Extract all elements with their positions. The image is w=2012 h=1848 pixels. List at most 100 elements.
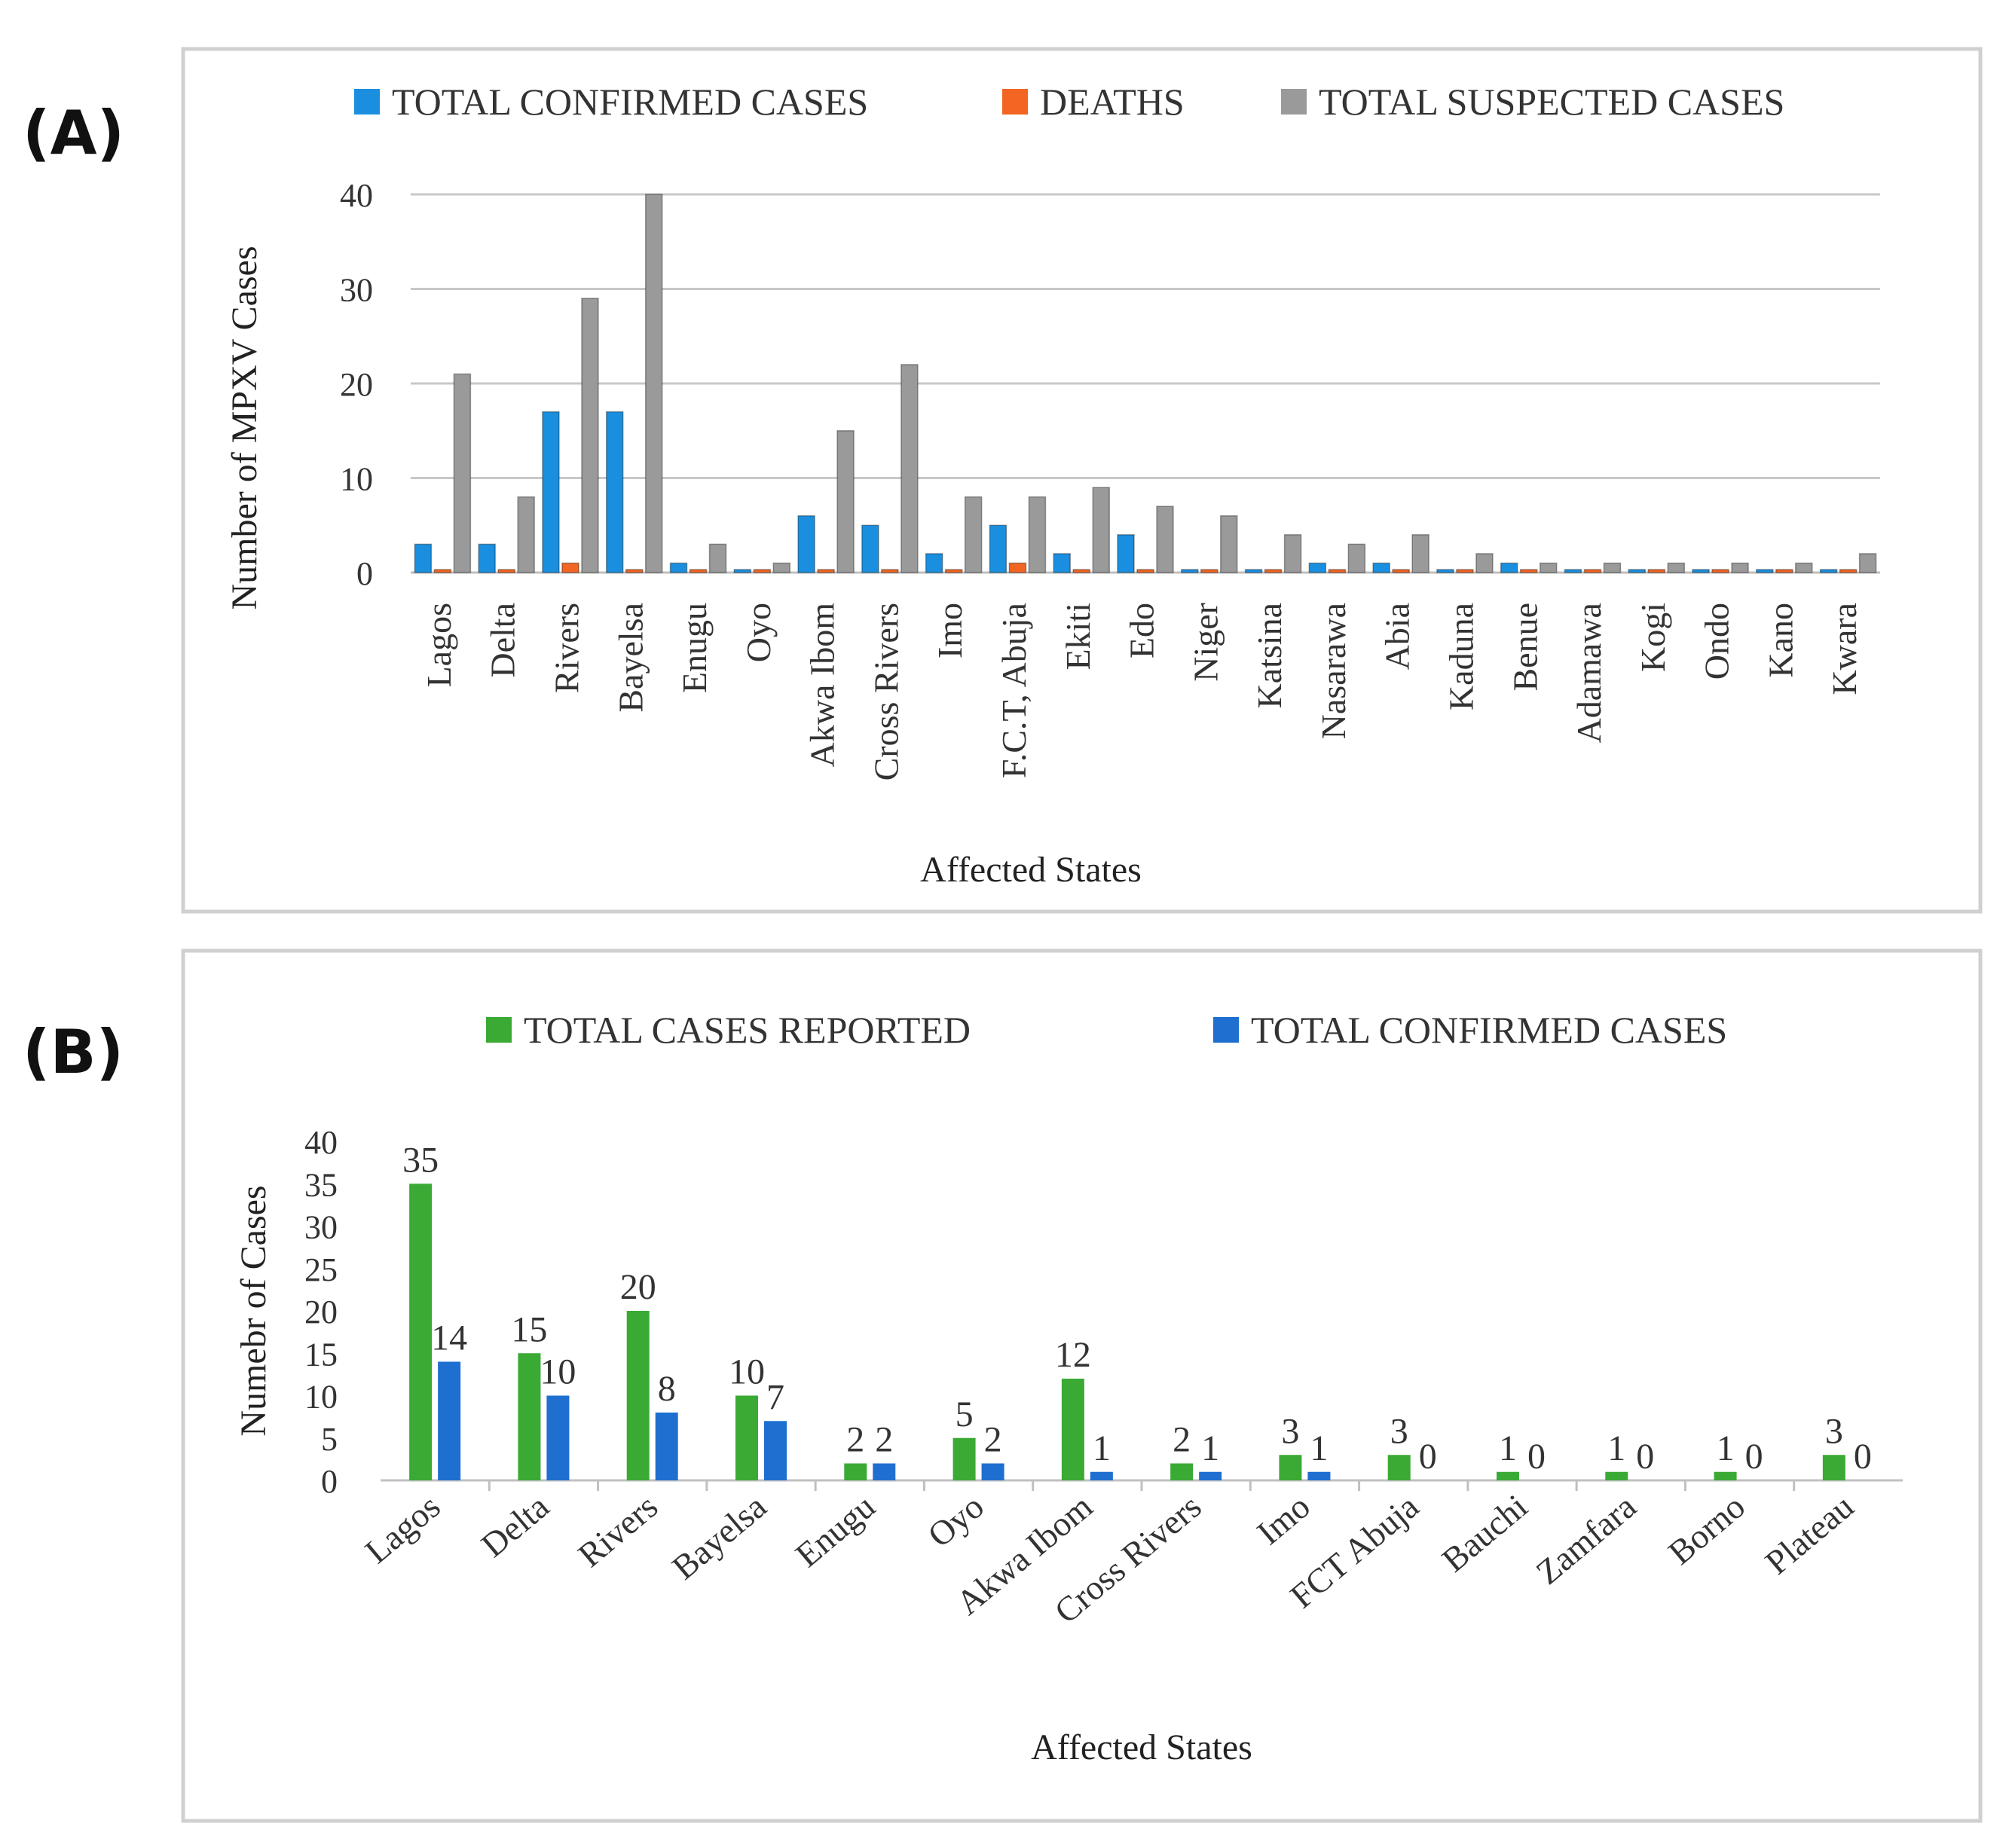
x-tick-a-18: Adamawa [1570,603,1608,743]
bar-b-0-3 [735,1395,758,1480]
data-label-b-0-7: 2 [1173,1420,1191,1460]
bar-a-1-15 [1392,569,1410,573]
legend-swatch-a-0 [354,89,380,115]
data-label-b-0-5: 5 [956,1394,974,1434]
data-label-b-1-9: 0 [1419,1437,1437,1477]
bar-a-0-9 [989,524,1008,573]
data-label-b-1-7: 1 [1201,1428,1219,1468]
x-tick-a-20: Ondo [1698,603,1736,680]
bar-b-1-2 [655,1413,678,1480]
data-label-b-1-5: 2 [984,1420,1002,1460]
x-tick-a-10: Ekiti [1059,603,1097,670]
bar-a-1-3 [625,569,644,573]
bar-a-2-12 [1220,515,1238,573]
bar-a-1-21 [1775,569,1793,573]
data-label-b-0-4: 2 [846,1420,864,1460]
bar-b-0-7 [1170,1463,1194,1480]
bar-b-0-2 [626,1311,650,1480]
x-tick-a-14: Nasarawa [1314,603,1353,739]
bar-a-2-9 [1028,496,1047,573]
bar-b-1-6 [1090,1471,1113,1480]
bar-a-1-13 [1264,569,1283,573]
bar-a-2-6 [836,430,855,573]
bar-b-1-0 [438,1361,461,1480]
data-label-b-1-2: 8 [658,1369,676,1409]
bar-a-2-11 [1156,506,1174,573]
bar-a-0-22 [1819,569,1838,573]
panel-a-frame [181,47,1983,914]
data-label-b-1-12: 0 [1745,1437,1763,1477]
legend-swatch-a-1 [1002,89,1028,115]
x-tick-a-19: Kogi [1634,603,1672,672]
x-tick-a-11: Edo [1123,603,1161,658]
bar-a-2-14 [1347,543,1366,573]
legend-label-a-0: TOTAL CONFIRMED CASES [392,81,868,123]
legend-label-a-1: DEATHS [1040,81,1185,123]
data-label-b-0-2: 20 [620,1267,656,1307]
data-label-b-0-1: 15 [511,1309,547,1349]
y-tick-a-1: 10 [340,461,373,498]
bar-a-2-1 [517,496,535,573]
data-label-b-0-0: 35 [402,1140,439,1180]
bar-a-1-7 [881,569,899,573]
x-tick-a-3: Bayelsa [611,603,650,713]
x-tick-a-22: Kwara [1825,603,1864,695]
bar-b-1-5 [981,1463,1004,1480]
bar-a-2-16 [1475,553,1494,573]
data-label-b-1-3: 7 [766,1377,784,1417]
bar-a-1-12 [1200,569,1219,573]
x-tick-a-0: Lagos [420,603,458,687]
y-tick-a-2: 20 [340,366,373,403]
x-tick-a-1: Delta [484,603,522,678]
bar-a-0-8 [925,553,943,573]
bar-b-0-1 [518,1353,541,1480]
bar-b-1-1 [546,1395,570,1480]
bar-a-2-18 [1603,562,1622,573]
x-tick-a-17: Benue [1506,603,1544,692]
bar-b-0-13 [1822,1455,1845,1480]
data-label-b-0-8: 3 [1281,1411,1299,1451]
bar-a-0-3 [605,411,624,573]
bar-b-0-11 [1605,1471,1628,1480]
bar-b-1-7 [1199,1471,1222,1480]
bar-a-1-14 [1328,569,1347,573]
bar-a-1-22 [1839,569,1858,573]
bar-a-2-22 [1858,553,1877,573]
legend-swatch-a-2 [1281,89,1307,115]
y-tick-a-3: 30 [340,272,373,309]
data-label-b-1-6: 1 [1093,1428,1111,1468]
data-label-b-1-10: 0 [1527,1437,1546,1477]
x-axis-label-a: Affected States [920,850,1142,890]
y-tick-b-3: 15 [304,1336,338,1373]
bar-a-1-4 [689,569,708,573]
bar-a-0-17 [1500,562,1518,573]
data-label-b-0-3: 10 [729,1352,765,1392]
data-label-b-0-6: 12 [1055,1335,1091,1375]
bar-a-1-16 [1456,569,1474,573]
x-tick-a-16: Kaduna [1442,603,1480,710]
bar-a-1-10 [1072,569,1090,573]
bar-a-1-1 [497,569,515,573]
bar-a-0-15 [1372,562,1390,573]
legend-swatch-b-1 [1213,1017,1239,1043]
bar-a-0-4 [669,562,688,573]
panel-label-b: (B) [23,1017,124,1087]
bar-a-0-13 [1244,569,1263,573]
bar-a-0-12 [1181,569,1199,573]
x-tick-a-4: Enugu [675,603,714,693]
bar-a-2-15 [1411,534,1429,573]
panel-label-a: (A) [23,98,125,168]
bar-a-0-0 [414,543,433,573]
bar-b-0-12 [1714,1471,1737,1480]
bar-a-0-19 [1628,569,1647,573]
x-tick-a-7: Cross Rivers [867,603,905,780]
bar-a-2-20 [1731,562,1749,573]
bar-a-0-14 [1308,562,1327,573]
legend-label-b-0: TOTAL CASES REPORTED [524,1009,971,1051]
x-tick-a-9: F.C.T, Abuja [995,603,1033,778]
bar-a-0-10 [1053,553,1071,573]
y-axis-label-b: Numebr of Cases [234,1185,274,1436]
bar-a-2-10 [1092,487,1110,573]
x-tick-a-2: Rivers [548,603,586,693]
bar-a-1-11 [1136,569,1154,573]
